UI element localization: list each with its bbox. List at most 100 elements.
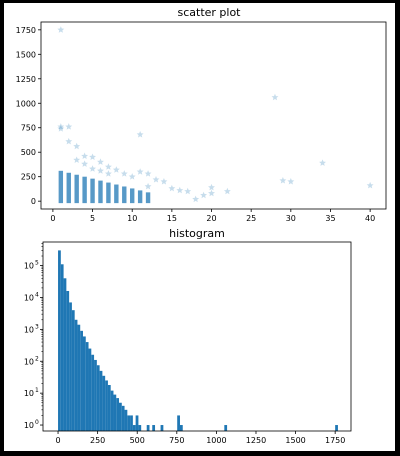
histogram-x-tick-label: 500 [130,436,145,445]
histogram-y-tick-label: 10 [24,357,34,366]
histogram-y-tick-exponent: 3 [35,323,39,330]
scatter-point [279,177,287,184]
scatter-x-tick-label: 20 [206,214,216,223]
histogram-bar [88,348,92,431]
scatter-point [144,182,152,190]
scatter-point [89,153,96,161]
histogram-y-tick-exponent: 4 [35,291,39,298]
scatter-point [366,181,374,189]
histogram-bar [60,264,64,431]
scatter-point [192,195,200,203]
histogram-bar [146,425,150,431]
scatter-dense-column [58,170,64,204]
scatter-point [144,170,152,177]
histogram-y-tick-exponent: 2 [35,355,39,362]
histogram-y-tick-exponent: 5 [35,260,39,267]
histogram-y-tick-label: 10 [24,389,34,398]
histogram-bar [138,425,142,431]
scatter-point [136,168,144,175]
figure-canvas: scatter plot 0 5 10 15 20 25 30 35 4002505007501… [16,6,387,445]
histogram-title: histogram [169,227,225,240]
scatter-point [97,158,104,165]
histogram-bar [160,425,164,431]
histogram-bar [102,375,106,431]
scatter-point [104,170,112,177]
histogram-x-tick-label: 1000 [206,436,226,445]
scatter-point [65,123,73,130]
scatter-point [319,159,326,166]
histogram-y-tick-label: 10 [24,262,34,271]
histogram-bar [99,370,103,431]
scatter-dense-column [90,178,95,204]
histogram-bar [58,250,61,431]
histogram-y-tick-label: 10 [24,293,34,302]
histogram-y-tick-exponent: 0 [35,419,39,426]
scatter-point [81,160,89,167]
histogram-bar [119,402,122,431]
scatter-title: scatter plot [177,6,241,19]
scatter-dense-column [66,172,71,204]
histogram-bar [63,278,67,431]
scatter-point [128,173,136,180]
histogram-x-tick-label: 0 [55,436,60,445]
scatter-dense-column [122,186,127,204]
scatter-y-tick-label: 0 [31,197,36,206]
scatter-x-tick-label: 30 [286,214,296,223]
scatter-x-tick-label: 25 [246,214,256,223]
scatter-point [112,166,120,173]
histogram-bar [135,415,139,431]
scatter-point [200,191,208,199]
scatter-point [168,184,176,192]
histogram-bar [74,319,78,431]
scatter-x-tick-label: 5 [90,214,95,223]
scatter-dense-column [106,182,111,204]
scatter-x-tick-label: 35 [325,214,335,223]
histogram-bar [66,290,70,431]
scatter-point [97,167,104,174]
histogram-bar [132,425,136,431]
scatter-y-tick-label: 250 [21,173,36,182]
histogram-bar [113,394,117,431]
histogram-bar [121,405,125,431]
histogram-bar [107,385,111,431]
scatter-dense-column [114,184,119,204]
scatter-point [208,183,215,191]
scatter-point [184,187,192,195]
scatter-y-tick-label: 750 [21,124,36,133]
histogram-bar [69,302,72,431]
histogram-bar [96,365,100,431]
scatter-x-tick-label: 0 [50,214,55,223]
scatter-point [223,187,231,195]
scatter-points [57,26,374,204]
scatter-dense-column [82,176,87,204]
scatter-dense-column [98,180,103,204]
scatter-y-tick-label: 1000 [16,99,36,108]
scatter-point [120,170,128,177]
scatter-point [136,130,144,138]
histogram-frame [42,241,352,432]
histogram-bar [116,398,120,431]
histogram-bar [124,409,128,431]
scatter-y-tick-label: 1750 [16,26,36,35]
histogram-bar [71,310,75,431]
histogram-bar [179,425,183,431]
scatter-ticks: 0 5 10 15 20 25 30 35 40 0 250 500 750 1000 1250 1500 17… [16,26,376,223]
scatter-point [65,137,73,145]
histogram-bar [80,330,83,431]
scatter-dense-column [130,188,135,204]
scatter-point [73,156,81,163]
scatter-y-tick-label: 1500 [16,50,36,59]
scatter-point [271,93,279,101]
scatter-frame [40,21,387,210]
histogram-x-tick-label: 1500 [285,436,305,445]
histogram-bar [127,415,131,431]
histogram-bar [94,359,97,431]
scatter-point [57,123,65,130]
scatter-point [287,177,295,185]
scatter-point [73,142,81,150]
scatter-dense-column [137,190,143,204]
histogram-bars [58,250,338,431]
histogram-bar [110,390,114,431]
